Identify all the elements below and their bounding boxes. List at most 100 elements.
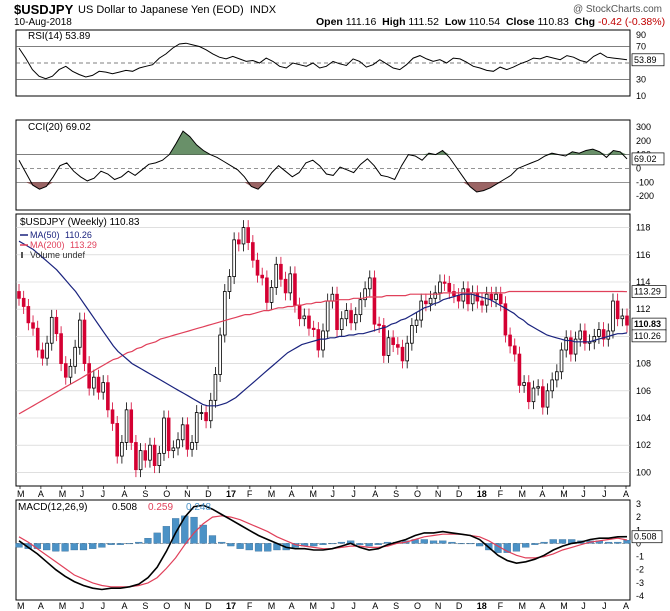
price-xlabel: M (268, 489, 276, 499)
price-xlabel: O (163, 489, 170, 499)
macd-value-badge-text: 0.508 (634, 532, 657, 542)
price-candle (255, 259, 260, 276)
macd-histogram-bar (107, 543, 115, 545)
price-candle (339, 318, 344, 331)
price-xlabel: D (456, 489, 463, 499)
price-candle (77, 319, 82, 348)
low-value: 110.54 (468, 16, 501, 28)
macd-histogram-bar (457, 543, 465, 545)
macd-histogram-bar (337, 541, 346, 544)
price-xlabel: A (372, 489, 378, 499)
price-candle (508, 334, 512, 347)
price-candle (171, 447, 176, 452)
macd-histogram-bar (227, 543, 235, 547)
macd-ytick: 0 (636, 538, 641, 548)
price-candle (438, 281, 442, 294)
price-candle (456, 295, 461, 302)
price-candle (353, 314, 358, 324)
price-candle (152, 444, 157, 467)
macd-histogram-bar (24, 543, 32, 549)
macd-histogram-bar (374, 543, 382, 545)
price-xlabel: A (121, 489, 127, 499)
macd-value-hist: 0.248 (186, 502, 211, 513)
price-candle (59, 333, 63, 364)
price-xlabel: J (581, 489, 586, 499)
rsi-value-badge-text: 53.89 (634, 55, 657, 65)
cci-value-badge-text: 69.02 (634, 154, 657, 164)
price-candle (143, 450, 148, 461)
down-triangle-icon: ▼ (668, 16, 670, 28)
price-candle (227, 276, 232, 292)
price-candle (213, 374, 218, 401)
price-candle (35, 327, 40, 351)
price-candle (372, 277, 377, 325)
price-candle (176, 439, 180, 449)
macd-histogram-bar (383, 541, 392, 544)
price-ytick: 114 (636, 277, 650, 287)
macd-ytick: -4 (636, 591, 644, 601)
price-ytick: 100 (636, 467, 651, 477)
open-value: 111.16 (345, 16, 377, 28)
price-candle (536, 386, 540, 389)
price-ytick: 112 (636, 304, 650, 314)
price-candle (68, 365, 73, 378)
price-candle (559, 349, 564, 373)
open-label: Open (316, 16, 343, 28)
price-candle (494, 293, 498, 301)
cci-ytick: 200 (636, 136, 651, 146)
price-candle (480, 300, 484, 306)
price-candle (578, 330, 583, 340)
high-label: High (382, 16, 406, 28)
macd-ytick: 1 (636, 525, 641, 535)
macd-histogram-bar (33, 543, 42, 549)
price-xlabel: J (80, 489, 85, 499)
macd-histogram-bar (365, 543, 373, 547)
price-candle (87, 363, 91, 389)
price-candle (625, 315, 629, 326)
price-candle (218, 334, 222, 375)
description-text: US Dollar to Japanese Yen (EOD) (78, 4, 244, 16)
rsi-ytick: 10 (636, 91, 646, 101)
price-xlabel: M (310, 489, 318, 499)
price-candle (531, 387, 536, 403)
macd-histogram-bar (135, 541, 143, 544)
price-xlabel: N (184, 489, 191, 499)
price-label-text: 113.29 (634, 287, 661, 297)
price-xlabel: A (623, 489, 629, 499)
macd-xlabel: J (80, 601, 85, 611)
price-candle (232, 239, 236, 277)
macd-xlabel: S (142, 601, 148, 611)
price-xlabel: M (519, 489, 527, 499)
macd-xlabel: O (163, 601, 170, 611)
price-ytick: 108 (636, 359, 651, 369)
macd-xlabel: M (268, 601, 276, 611)
macd-xlabel: J (602, 601, 607, 611)
macd-value-signal: 0.259 (148, 502, 173, 513)
price-candle (325, 300, 330, 332)
macd-histogram-bar (614, 541, 622, 544)
price-candle (414, 319, 419, 326)
price-candle (283, 278, 288, 294)
price-candle (344, 310, 349, 320)
price-candle (522, 382, 526, 386)
macd-histogram-bar (604, 541, 613, 544)
rsi-ytick: 90 (636, 30, 646, 40)
price-candle (391, 337, 395, 345)
price-xlabel: D (205, 489, 212, 499)
macd-histogram-bar (144, 538, 152, 544)
price-candle (498, 293, 503, 305)
cci-ytick: -100 (636, 177, 654, 187)
price-candle (194, 412, 199, 443)
macd-xlabel: M (560, 601, 568, 611)
price-candle (475, 292, 480, 302)
price-xlabel: N (435, 489, 442, 499)
macd-xlabel: N (435, 601, 442, 611)
price-xlabel: S (393, 489, 399, 499)
price-candle (461, 288, 466, 302)
price-xlabel: S (142, 489, 148, 499)
price-candle (138, 450, 143, 471)
volume-legend-swatch (21, 252, 23, 258)
price-candle (606, 330, 611, 340)
price-candle (120, 442, 124, 457)
